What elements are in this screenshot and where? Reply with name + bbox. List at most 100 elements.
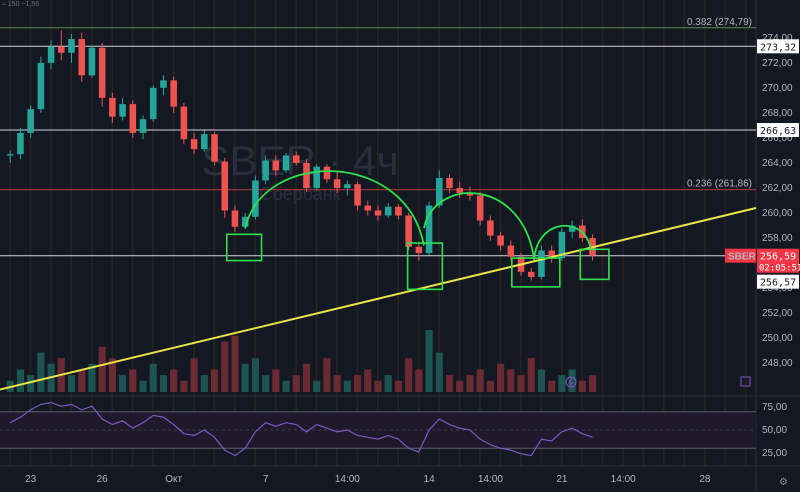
candle-body: [119, 104, 126, 117]
volume-bar: [27, 375, 35, 392]
top-note: ≈ 150 −1,56: [2, 1, 39, 8]
candle-body: [384, 206, 392, 216]
session-stripe: [377, 0, 379, 466]
candle: [364, 200, 372, 216]
volume-bar: [67, 375, 76, 392]
volume-bar: [88, 363, 96, 392]
candle: [303, 159, 310, 192]
candle-body: [415, 246, 423, 254]
candle: [149, 85, 157, 122]
candle: [78, 32, 85, 82]
volume-bar: [210, 369, 219, 392]
session-stripe: [438, 0, 440, 466]
session-stripe: [520, 0, 522, 466]
candle-body: [374, 210, 382, 216]
session-stripe: [254, 0, 257, 466]
session-stripe: [642, 0, 645, 466]
candle-body: [201, 134, 208, 150]
session-stripe: [111, 0, 113, 466]
candle: [17, 127, 24, 160]
time-axis[interactable]: 23 26 Окт 7 14:00 14 14:00 21 14:00 28: [25, 474, 711, 485]
price-tag-countdown: 02:05:51: [759, 264, 800, 274]
volume-bar: [445, 375, 454, 392]
candle-body: [58, 46, 65, 53]
volume-bar: [159, 375, 168, 392]
volume-bar: [262, 375, 270, 392]
indicator-settings-icon[interactable]: [740, 376, 751, 387]
volume-bar: [353, 375, 362, 392]
candle: [313, 164, 320, 191]
candle-body: [487, 220, 494, 236]
rsi-tick-label: 50,00: [762, 425, 787, 436]
session-stripe: [479, 0, 481, 466]
rsi-tick-label: 25,00: [762, 448, 787, 459]
candle-body: [88, 47, 96, 76]
candle-body: [37, 62, 45, 110]
candle: [211, 131, 218, 166]
candle-body: [568, 225, 576, 232]
candle-body: [47, 46, 55, 63]
level-badge-text: 273,32: [760, 42, 796, 53]
candle: [98, 42, 106, 107]
candle: [293, 151, 300, 166]
trendline[interactable]: [0, 207, 757, 391]
alert-icon[interactable]: [565, 376, 577, 388]
candle: [262, 155, 269, 185]
volume-bar: [313, 380, 321, 392]
volume-bar: [405, 358, 413, 392]
candle-body: [527, 271, 535, 277]
rsi-pane: 75,00 50,00 25,00: [0, 401, 787, 459]
time-tick-label: 7: [263, 474, 269, 485]
volume-bar: [251, 358, 259, 392]
session-stripe: [336, 0, 338, 466]
candle-body: [6, 154, 14, 156]
volume-bar: [282, 380, 290, 392]
candle-body: [436, 177, 443, 206]
session-stripe: [172, 0, 175, 466]
volume-bar: [497, 363, 505, 392]
candle: [190, 132, 198, 155]
volume-bar: [486, 380, 494, 392]
session-stripe: [622, 0, 624, 466]
candle-body: [344, 184, 351, 188]
candle-body: [272, 160, 280, 171]
symbol-tag-text: SBER: [728, 252, 757, 263]
candle-body: [303, 162, 310, 188]
candle-body: [241, 216, 249, 227]
scale-settings-icon[interactable]: ⚙: [779, 477, 788, 488]
candle-body: [78, 39, 85, 76]
candle: [538, 245, 545, 280]
volume-bar: [394, 380, 403, 392]
volume-bar: [119, 375, 127, 392]
volume-bar: [568, 369, 576, 392]
volume-bar: [149, 363, 157, 392]
candle: [37, 56, 45, 113]
session-stripe: [601, 0, 604, 466]
volume-bar: [139, 380, 147, 392]
candle-body: [333, 179, 341, 188]
volume-bar: [548, 380, 556, 392]
pattern-annotations[interactable]: [226, 170, 610, 291]
candle: [374, 205, 382, 221]
candle: [129, 100, 137, 138]
price-tick-label: 250,00: [762, 333, 793, 344]
candle: [58, 30, 65, 61]
session-stripe: [193, 0, 195, 466]
chart-watermark: SBER · 4ч: [202, 137, 399, 184]
volume-bar: [170, 369, 178, 392]
candle: [323, 164, 331, 183]
candle: [170, 76, 177, 113]
session-stripe: [9, 0, 11, 466]
candle: [252, 175, 259, 220]
candle-body: [293, 155, 300, 163]
time-tick-label: 14:00: [478, 474, 503, 485]
price-axis[interactable]: 274,00 272,00 270,00 268,00 266,00 264,00 262,…: [762, 33, 793, 369]
time-tick-label: Окт: [165, 474, 182, 485]
session-stripe: [683, 0, 686, 466]
volume-bar: [190, 358, 198, 392]
candle-body: [139, 119, 147, 133]
volume-bars: [6, 330, 597, 392]
volume-bar: [425, 330, 433, 392]
